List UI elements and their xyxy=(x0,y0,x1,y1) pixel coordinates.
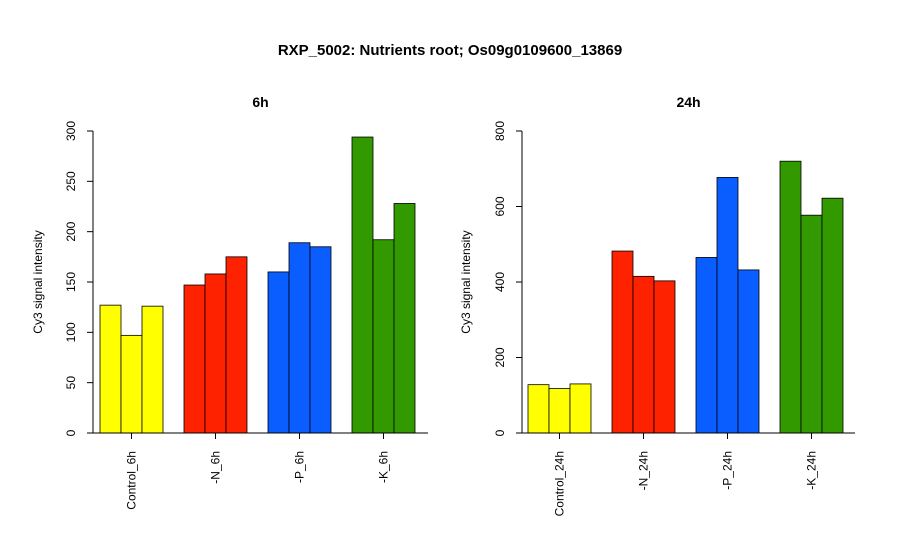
bar--K_24h-2 xyxy=(800,214,823,434)
bar-Control_6h-3 xyxy=(141,305,164,434)
bar-Control_6h-1 xyxy=(99,304,122,434)
x-tick-label--K_24h: -K_24h xyxy=(805,451,819,490)
bar--P_24h-3 xyxy=(737,269,760,434)
bar-Control_24h-3 xyxy=(569,383,592,434)
bar--K_24h-1 xyxy=(779,160,802,434)
y-axis-label-6h: Cy3 signal intensity xyxy=(31,230,45,333)
bar--N_6h-3 xyxy=(225,256,248,434)
y-tick-label-150: 150 xyxy=(64,272,78,292)
x-tick-label--P_24h: -P_24h xyxy=(721,451,735,490)
bar--K_6h-2 xyxy=(372,239,395,434)
panel-24h: 24h Cy3 signal intensity Control_24h -N_2… xyxy=(459,94,855,516)
bar--N_24h-3 xyxy=(653,280,676,434)
y-tick-label-600: 600 xyxy=(493,196,507,216)
y-tick-label-250: 250 xyxy=(64,171,78,191)
y-tick-label-200: 200 xyxy=(493,347,507,367)
bar--P_24h-2 xyxy=(716,177,739,434)
x-tick-label--N_6h: -N_6h xyxy=(209,451,223,484)
bar--K_6h-1 xyxy=(351,136,374,434)
bar--P_24h-1 xyxy=(695,257,718,434)
bar--K_6h-3 xyxy=(393,203,416,434)
y-tick-label-800: 800 xyxy=(493,121,507,141)
y-tick-label-300: 300 xyxy=(64,121,78,141)
x-tick-label--P_6h: -P_6h xyxy=(293,451,307,483)
bar--N_24h-1 xyxy=(611,250,634,434)
bar-Control_6h-2 xyxy=(120,334,143,434)
y-tick-label-0: 0 xyxy=(64,429,78,436)
bar--P_6h-3 xyxy=(309,246,332,434)
bar-Control_24h-2 xyxy=(548,388,571,434)
bar--N_24h-2 xyxy=(632,275,655,434)
bar--P_6h-1 xyxy=(267,271,290,434)
bar--P_6h-2 xyxy=(288,242,311,434)
x-tick-label-Control_24h: Control_24h xyxy=(553,451,567,516)
y-axis-label-24h: Cy3 signal intensity xyxy=(459,230,473,333)
panel-6h: 6h Cy3 signal intensity Control_6h -N_6h -… xyxy=(31,94,428,510)
x-tick-label--K_6h: -K_6h xyxy=(377,451,391,483)
panel-title-6h: 6h xyxy=(252,94,268,110)
y-tick-label-200: 200 xyxy=(64,221,78,241)
x-tick-label--N_24h: -N_24h xyxy=(637,451,651,490)
y-tick-label-100: 100 xyxy=(64,322,78,342)
panel-title-24h: 24h xyxy=(676,94,700,110)
y-tick-label-50: 50 xyxy=(64,376,78,390)
bar--K_24h-3 xyxy=(821,197,844,434)
y-tick-label-400: 400 xyxy=(493,272,507,292)
bar-Control_24h-1 xyxy=(527,384,550,434)
chart-title: RXP_5002: Nutrients root; Os09g0109600_1… xyxy=(278,42,622,59)
x-tick-label-Control_6h: Control_6h xyxy=(125,451,139,510)
bar--N_6h-2 xyxy=(204,273,227,434)
y-tick-label-0: 0 xyxy=(493,429,507,436)
bar--N_6h-1 xyxy=(183,284,206,434)
